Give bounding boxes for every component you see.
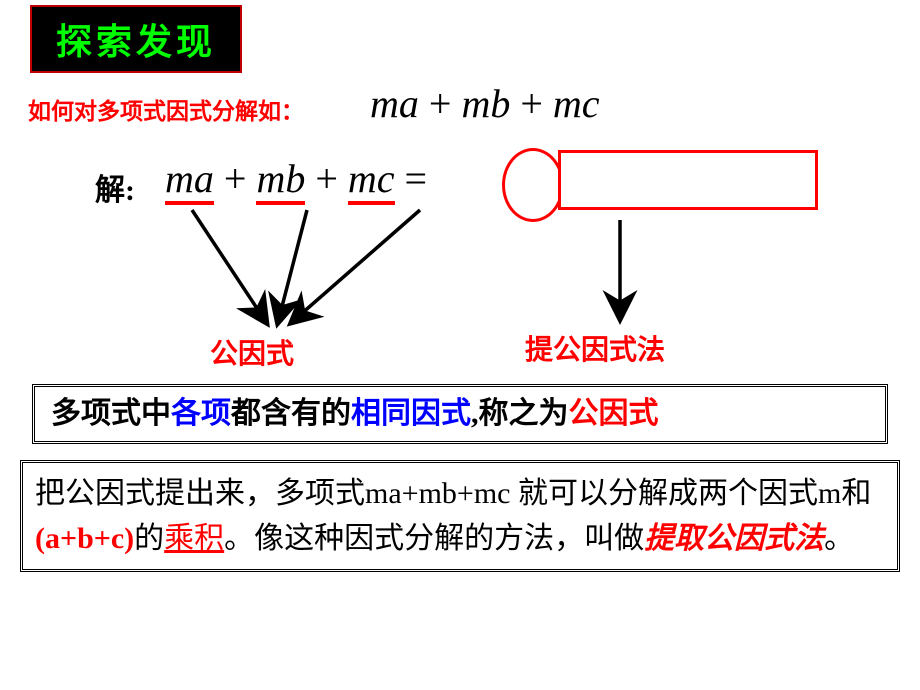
term-mb: mb [461,81,510,126]
result-rect [558,150,818,210]
d1p4: 相同因式 [351,397,471,430]
definition-box-2: 把公因式提出来，多项式ma+mb+mc 就可以分解成两个因式m和 (a+b+c)的… [20,460,900,572]
plus2: + [510,81,553,126]
label-common-factor: 公因式 [210,332,294,372]
sol-plus2: + [305,156,348,201]
d2p4: m [818,477,841,510]
d1p3: 都含有的 [231,397,351,430]
definition-box-1: 多项式中各项都含有的相同因式,称之为公因式 [32,384,888,444]
d2p3: 就可以分解成两个因式 [518,477,818,510]
d1p6: 公因式 [569,397,659,430]
sol-mb: mb [256,156,305,205]
d2p5: 和 [841,477,871,510]
plus1: + [419,81,462,126]
d1p1: 多项式中 [51,397,171,430]
label-method: 提公因式法 [525,328,665,368]
d2p11: 。 [824,522,854,555]
title-text: 探索发现 [56,22,216,62]
d2p8: 乘积 [164,522,224,555]
d1p5: ,称之为 [471,397,569,430]
solution-label: 解: [95,165,135,209]
term-ma: ma [370,81,419,126]
d2p2: ma+mb+mc [365,477,518,510]
d2p10: 提取公因式法 [644,522,824,555]
title-box: 探索发现 [30,5,242,73]
sol-ma: ma [165,156,214,205]
sol-mc: mc [348,156,395,205]
sol-plus1: + [214,156,257,201]
d2p9: 。像这种因式分解的方法，叫做 [224,522,644,555]
result-ellipse [502,148,564,222]
header-formula: ma + mb + mc [370,80,600,127]
d2p1: 把公因式提出来，多项式 [35,477,365,510]
sol-eq: = [395,156,428,201]
d1p2: 各项 [171,397,231,430]
question: 如何对多项式因式分解如： [28,92,304,126]
d2p6: (a+b+c) [35,522,134,555]
solution-formula: ma + mb + mc = [165,155,427,202]
d2p7: 的 [134,522,164,555]
term-mc: mc [553,81,600,126]
